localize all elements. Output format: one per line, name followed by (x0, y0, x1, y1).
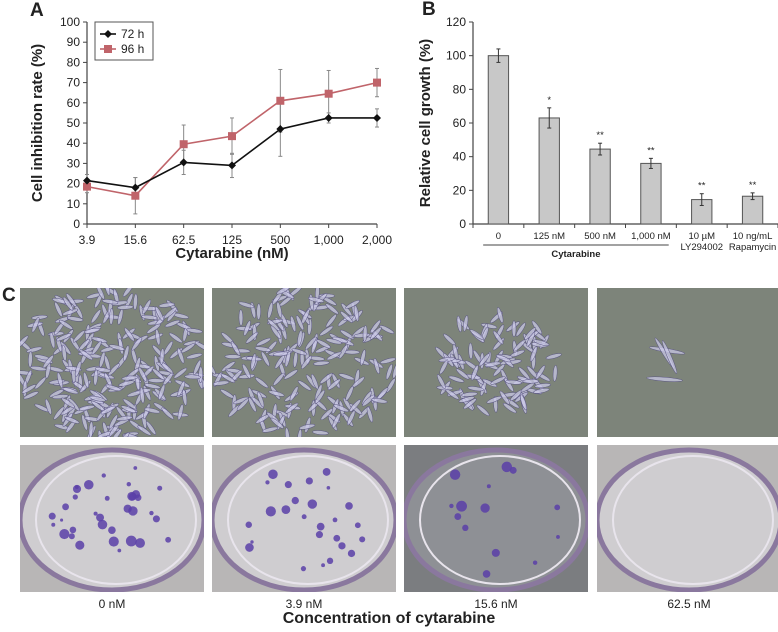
concentration-caption: 15.6 nM (474, 597, 518, 611)
micrograph-image (597, 288, 778, 437)
data-point (83, 176, 91, 185)
concentration-caption: 3.9 nM (285, 597, 323, 611)
y-tick-label: 10 (67, 197, 81, 211)
data-point (228, 161, 236, 170)
y-tick-label: 60 (453, 116, 467, 130)
colony-dish-image (404, 445, 588, 592)
significance-marker: ** (647, 145, 655, 156)
data-point (276, 125, 285, 134)
bar (487, 55, 510, 225)
figure-c-x-title: Concentration of cytarabine (282, 610, 496, 627)
group-label: Cytarabine (551, 249, 600, 260)
y-tick-label: 90 (67, 35, 81, 49)
y-axis-title: Relative cell growth (%) (417, 39, 434, 207)
data-point (179, 158, 188, 167)
bar-chart-relative-growth: 0 20 40 60 80 100 120 0 * 125 nM ** 500 nM ** 1,000 n… (417, 15, 778, 260)
y-tick-label: 40 (67, 136, 81, 150)
data-point (373, 113, 381, 122)
x-tick-label: 1,000 nM (631, 231, 671, 242)
x-tick-label: 10 µM (688, 231, 715, 242)
panel-letter-c: C (2, 285, 16, 306)
data-point (131, 191, 140, 200)
colony-dish-image (212, 445, 396, 592)
x-tick-label: 125 nM (533, 231, 565, 242)
y-axis-title: Cell inhibition rate (%) (29, 44, 46, 202)
data-point (373, 78, 381, 87)
x-tick-label: 1,000 (314, 233, 344, 247)
y-tick-label: 80 (453, 82, 467, 96)
y-tick-label: 100 (60, 15, 80, 29)
colony-dish-image (597, 445, 778, 592)
legend-label: 72 h (121, 27, 144, 41)
y-tick-label: 20 (453, 183, 467, 197)
bar (538, 117, 560, 225)
y-tick-label: 120 (446, 15, 466, 29)
y-tick-label: 20 (67, 177, 81, 191)
y-tick-label: 0 (459, 217, 466, 231)
y-tick-label: 30 (67, 156, 81, 170)
x-tick-label: 500 (270, 233, 290, 247)
x-tick-label: 62.5 (172, 233, 196, 247)
legend: 72 h96 h (94, 21, 154, 61)
panel-letter-b: B (422, 0, 436, 20)
line-chart-cell-inhibition: 0 10 20 30 40 50 60 70 80 90 100 3.9 15.6 62.5 125 500 1… (29, 15, 392, 262)
data-point (179, 140, 188, 149)
micrograph-image (404, 288, 588, 437)
data-point (131, 183, 140, 192)
x-tick-label: 10 ng/mL (733, 231, 773, 242)
data-point (324, 113, 333, 122)
x-tick-label: 125 (222, 233, 242, 247)
concentration-caption: 62.5 nM (667, 597, 711, 611)
significance-marker: ** (596, 130, 604, 141)
colony-dish-image (20, 445, 204, 592)
x-tick-label: Rapamycin (729, 242, 777, 253)
significance-marker: ** (698, 181, 706, 192)
micrograph-image (212, 288, 396, 437)
x-tick-label: 500 nM (584, 231, 616, 242)
significance-marker: * (547, 95, 551, 106)
data-point (83, 182, 91, 191)
y-tick-label: 60 (67, 96, 81, 110)
bar (640, 162, 662, 225)
x-axis-title: Cytarabine (nM) (175, 245, 288, 262)
bar (589, 148, 611, 225)
data-point (276, 96, 285, 105)
y-tick-label: 50 (67, 116, 81, 130)
x-tick-label: LY294002 (680, 242, 723, 253)
concentration-caption: 0 nM (98, 597, 126, 611)
x-tick-label: 2,000 (362, 233, 392, 247)
data-point (324, 89, 333, 98)
y-tick-label: 100 (446, 49, 466, 63)
x-tick-label: 0 (496, 231, 501, 242)
y-tick-label: 40 (453, 150, 467, 164)
panel-letter-a: A (30, 0, 44, 21)
data-point (228, 132, 236, 141)
y-tick-label: 0 (73, 217, 80, 231)
bar (741, 195, 764, 225)
y-tick-label: 80 (67, 55, 81, 69)
legend-label: 96 h (121, 42, 144, 56)
micrograph-image (20, 288, 204, 437)
significance-marker: ** (749, 180, 757, 191)
x-tick-label: 15.6 (124, 233, 148, 247)
x-tick-label: 3.9 (79, 233, 96, 247)
y-tick-label: 70 (67, 76, 81, 90)
